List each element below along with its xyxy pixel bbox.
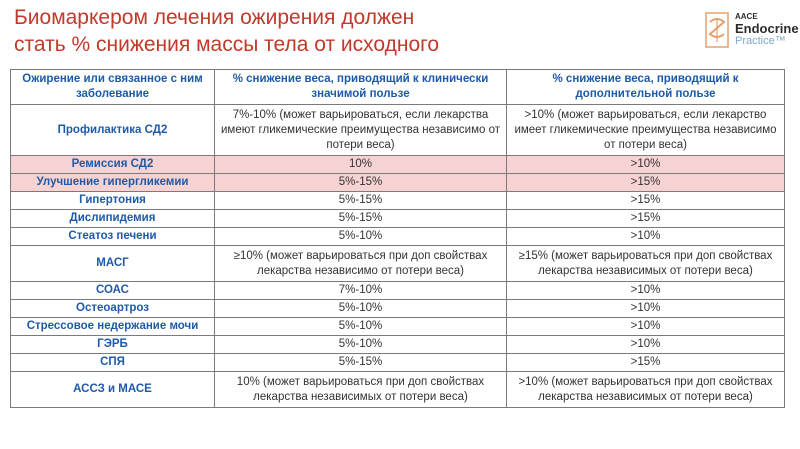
slide-title: Биомаркером лечения ожирения должен стат… <box>14 4 439 58</box>
table-row: Стеатоз печени 5%-10% >10% <box>10 227 785 246</box>
additional-cell: >15% <box>506 191 785 210</box>
condition-cell: Ремиссия СД2 <box>10 155 215 174</box>
condition-cell: МАСГ <box>10 245 215 282</box>
additional-cell: >15% <box>506 173 785 192</box>
table-row: МАСГ ≥10% (может варьироваться при доп с… <box>10 245 785 282</box>
clinical-cell: 7%-10% (может варьироваться, если лекарс… <box>214 104 507 156</box>
additional-cell: ≥15% (может варьироваться при доп свойст… <box>506 245 785 282</box>
table-header-row: Ожирение или связанное с ним заболевание… <box>10 69 785 105</box>
additional-cell: >15% <box>506 209 785 228</box>
header-clinical-benefit: % снижение веса, приводящий к клинически… <box>214 69 507 105</box>
table-row: АССЗ и МАСЕ 10% (может варьироваться при… <box>10 371 785 408</box>
table-row: СПЯ 5%-15% >15% <box>10 353 785 372</box>
table-row: Остеоартроз 5%-10% >10% <box>10 299 785 318</box>
clinical-cell: 5%-15% <box>214 173 507 192</box>
additional-cell: >10% (может варьироваться, если лекарств… <box>506 104 785 156</box>
logo-practice-text: Practice™ <box>735 35 786 47</box>
clinical-cell: 5%-15% <box>214 191 507 210</box>
table-row: Профилактика СД2 7%-10% (может варьирова… <box>10 104 785 156</box>
additional-cell: >10% <box>506 335 785 354</box>
additional-cell: >10% (может варьироваться при доп свойст… <box>506 371 785 408</box>
table-row: Гипертония 5%-15% >15% <box>10 191 785 210</box>
logo-aace-text: AACE <box>735 12 758 21</box>
condition-cell: Остеоартроз <box>10 299 215 318</box>
additional-cell: >10% <box>506 299 785 318</box>
additional-cell: >10% <box>506 317 785 336</box>
aace-logo-icon <box>705 12 729 48</box>
clinical-cell: 5%-10% <box>214 227 507 246</box>
table-row-highlighted: Улучшение гипергликемии 5%-15% >15% <box>10 173 785 192</box>
clinical-cell: 5%-10% <box>214 317 507 336</box>
condition-cell: Стрессовое недержание мочи <box>10 317 215 336</box>
table-row: СОАС 7%-10% >10% <box>10 281 785 300</box>
aace-endocrine-practice-logo: AACE Endocrine Practice™ <box>705 10 799 50</box>
header-additional-benefit: % снижение веса, приводящий к дополнител… <box>506 69 785 105</box>
table-row: ГЭРБ 5%-10% >10% <box>10 335 785 354</box>
clinical-cell: 7%-10% <box>214 281 507 300</box>
clinical-cell: 10% (может варьироваться при доп свойств… <box>214 371 507 408</box>
weight-loss-table: Ожирение или связанное с ним заболевание… <box>10 69 785 408</box>
table-row: Стрессовое недержание мочи 5%-10% >10% <box>10 317 785 336</box>
condition-cell: СОАС <box>10 281 215 300</box>
condition-cell: ГЭРБ <box>10 335 215 354</box>
clinical-cell: 10% <box>214 155 507 174</box>
condition-cell: СПЯ <box>10 353 215 372</box>
condition-cell: Гипертония <box>10 191 215 210</box>
condition-cell: Дислипидемия <box>10 209 215 228</box>
condition-cell: Профилактика СД2 <box>10 104 215 156</box>
clinical-cell: ≥10% (может варьироваться при доп свойст… <box>214 245 507 282</box>
condition-cell: Улучшение гипергликемии <box>10 173 215 192</box>
table-row: Дислипидемия 5%-15% >15% <box>10 209 785 228</box>
additional-cell: >10% <box>506 155 785 174</box>
condition-cell: Стеатоз печени <box>10 227 215 246</box>
slide-title-line-1: Биомаркером лечения ожирения должен <box>14 6 415 29</box>
additional-cell: >10% <box>506 227 785 246</box>
condition-cell: АССЗ и МАСЕ <box>10 371 215 408</box>
additional-cell: >15% <box>506 353 785 372</box>
additional-cell: >10% <box>506 281 785 300</box>
clinical-cell: 5%-15% <box>214 353 507 372</box>
table-row-highlighted: Ремиссия СД2 10% >10% <box>10 155 785 174</box>
logo-endocrine-text: Endocrine <box>735 21 799 36</box>
clinical-cell: 5%-15% <box>214 209 507 228</box>
header-condition: Ожирение или связанное с ним заболевание <box>10 69 215 105</box>
clinical-cell: 5%-10% <box>214 299 507 318</box>
slide-title-line-2: стать % снижения массы тела от исходного <box>14 33 440 56</box>
clinical-cell: 5%-10% <box>214 335 507 354</box>
